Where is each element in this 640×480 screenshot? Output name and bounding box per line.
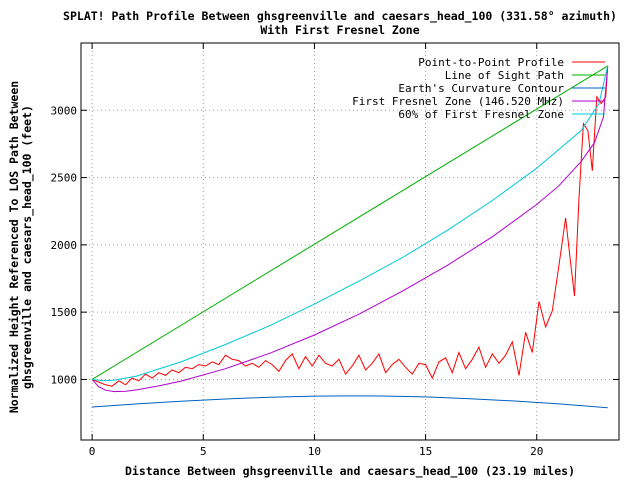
legend-label: First Fresnel Zone (146.520 MHz) [352,95,564,108]
x-ticks: 0 5 10 15 20 [89,43,543,458]
x-tick-label: 10 [308,445,321,458]
y-tick-label: 2000 [51,239,78,252]
x-tick-label: 15 [419,445,432,458]
plot-frame [80,42,620,441]
x-tick-label: 20 [530,445,543,458]
legend-label: Earth's Curvature Contour [398,82,564,95]
y-tick-label: 3000 [51,104,78,117]
y-tick-label: 1000 [51,373,78,386]
y-axis-label: Normalized Height Referenced To LOS Path… [7,81,21,413]
y-tick-label: 2500 [51,172,78,185]
x-tick-label: 0 [89,445,96,458]
series-lines [91,65,609,409]
x-axis-label: Distance Between ghsgreenville and caesa… [125,464,575,479]
legend-label: Line of Sight Path [445,69,564,82]
x-tick-label: 5 [200,445,207,458]
grid-lines [81,43,619,440]
chart-title: SPLAT! Path Profile Between ghsgreenvill… [63,9,617,24]
series-line-first-fresnel-zone-146-520-mhz [91,65,609,393]
y-ticks: 1000 1500 2000 2500 3000 [51,104,619,386]
series-line-60-of-first-fresnel-zone [92,65,609,382]
series-line-earth-s-curvature-contour [92,395,608,409]
legend-label: Point-to-Point Profile [418,56,564,69]
legend-label: 60% of First Fresnel Zone [398,108,564,121]
series-line-line-of-sight-path [91,65,608,380]
y-axis-label-line2: ghsgreenville and caesars_head_100 (feet… [20,105,35,389]
y-tick-label: 1500 [51,306,78,319]
chart-subtitle: With First Fresnel Zone [260,23,419,37]
series-line-point-to-point-profile [91,65,609,387]
